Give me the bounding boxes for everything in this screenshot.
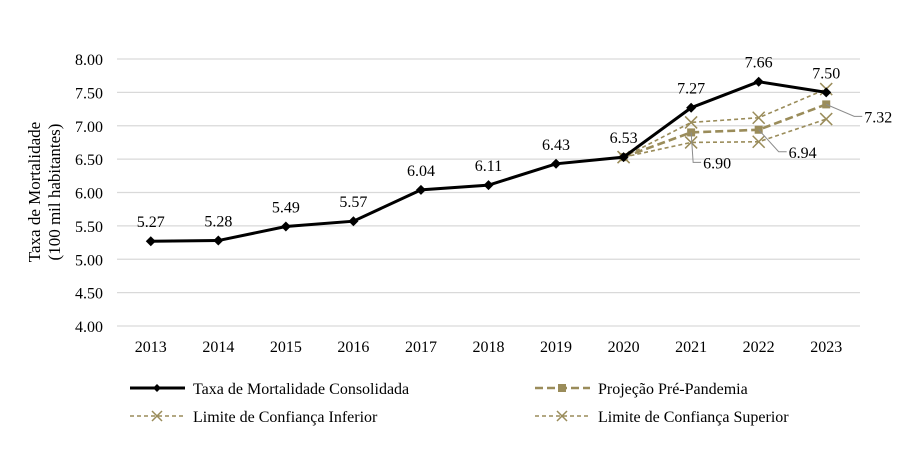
x-marker [752,135,766,149]
x-tick-label: 2013 [135,339,167,356]
legend-item: Limite de Confiança Superior [535,409,789,426]
x-tick-label: 2019 [540,339,572,356]
x-marker-stroke [151,410,163,422]
data-label: 5.27 [137,214,165,231]
y-axis-label-line: Taxa de Mortalidade [25,122,44,262]
data-label: 7.66 [745,55,773,72]
legend-label: Limite de Confiança Superior [598,409,789,426]
x-marker [556,410,568,422]
diamond-marker [821,87,832,98]
series-line [623,88,827,158]
diamond-marker [551,158,562,169]
diamond-marker [618,152,629,163]
series-line [623,103,827,159]
square-marker [558,384,566,392]
data-label: 6.11 [475,158,502,175]
x-marker [819,112,833,126]
data-label: 5.57 [339,194,367,211]
legend-label: Projeção Pré-Pandemia [598,381,748,398]
data-label: 6.43 [542,137,570,154]
x-marker [684,115,698,129]
leader-line [690,132,702,163]
y-tick-label: 4.00 [75,319,103,336]
diamond-marker [153,384,161,392]
x-marker-stroke [556,410,568,422]
x-marker [752,111,766,125]
data-label: 7.50 [812,65,840,82]
data-label: 5.49 [272,200,300,217]
leader-line [826,103,863,117]
x-tick-label: 2014 [202,339,234,356]
legend-item: Projeção Pré-Pandemia [535,381,748,398]
diamond-marker [686,102,697,113]
x-marker-stroke [684,135,698,149]
legend-item: Limite de Confiança Inferior [130,409,378,426]
y-tick-label: 6.00 [75,186,103,203]
diamond-marker [145,236,156,247]
x-tick-label: 2015 [270,339,302,356]
y-tick-label: 5.50 [75,219,103,236]
data-label: 7.27 [677,81,705,98]
data-label: 6.53 [610,130,638,147]
x-tick-label: 2017 [405,339,437,356]
data-label: 6.04 [407,163,435,180]
legend-item: Taxa de Mortalidade Consolidada [130,381,409,398]
legend-label: Taxa de Mortalidade Consolidada [193,381,409,398]
y-tick-label: 5.00 [75,252,103,269]
x-marker [684,135,698,149]
y-tick-label: 4.50 [75,286,103,303]
legend-label: Limite de Confiança Inferior [193,409,378,426]
series-taxa-de-mortalidade-consolidada [145,76,832,247]
x-marker-stroke [752,135,766,149]
x-tick-label: 2016 [337,339,369,356]
data-label: 6.94 [789,145,817,162]
data-label: 6.90 [703,155,731,172]
y-axis-label: Taxa de Mortalidade(100 mil habitantes) [25,122,64,262]
x-marker-stroke [819,112,833,126]
diamond-marker [348,216,359,227]
diamond-marker [280,221,291,232]
x-tick-label: 2022 [743,339,775,356]
diamond-marker [415,184,426,195]
diamond-marker [753,76,764,87]
x-tick-label: 2023 [810,339,842,356]
y-tick-label: 6.50 [75,152,103,169]
x-tick-label: 2021 [675,339,707,356]
y-tick-label: 7.00 [75,119,103,136]
y-axis-label-line: (100 mil habitantes) [45,124,64,261]
y-tick-label: 7.50 [75,85,103,102]
diamond-marker [213,235,224,246]
y-tick-label: 8.00 [75,52,103,69]
x-tick-label: 2018 [473,339,505,356]
x-tick-label: 2020 [608,339,640,356]
x-marker-stroke [752,111,766,125]
diamond-marker [483,180,494,191]
x-marker [151,410,163,422]
x-marker-stroke [684,115,698,129]
data-label: 7.32 [864,109,892,126]
leader-line [758,129,787,153]
data-label: 5.28 [204,214,232,231]
